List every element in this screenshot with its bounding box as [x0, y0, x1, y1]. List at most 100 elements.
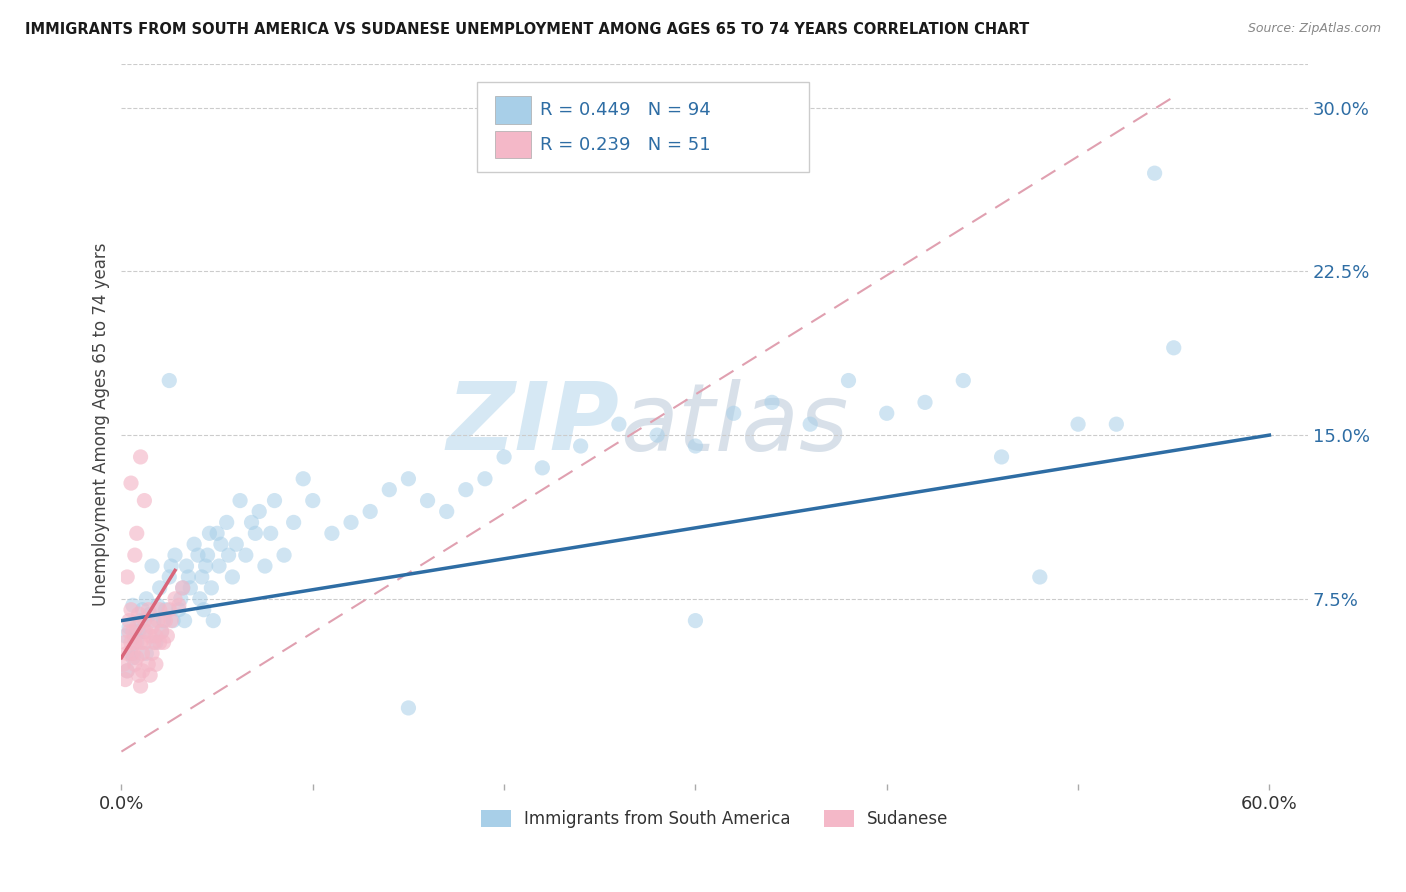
- Point: [155, 614, 177, 628]
- Point: [396, 701, 419, 715]
- Point: [129, 679, 152, 693]
- Point: [205, 526, 228, 541]
- Point: [128, 607, 150, 621]
- Point: [124, 657, 146, 672]
- Point: [146, 614, 169, 628]
- Point: [157, 570, 180, 584]
- Point: [155, 603, 177, 617]
- Point: [1143, 166, 1166, 180]
- Point: [876, 406, 898, 420]
- Point: [120, 603, 142, 617]
- Point: [136, 603, 159, 617]
- Point: [569, 439, 592, 453]
- Point: [952, 374, 974, 388]
- Point: [150, 624, 173, 639]
- Point: [152, 635, 174, 649]
- Text: Source: ZipAtlas.com: Source: ZipAtlas.com: [1247, 22, 1381, 36]
- Point: [112, 657, 135, 672]
- Legend: Immigrants from South America, Sudanese: Immigrants from South America, Sudanese: [474, 803, 955, 835]
- Point: [176, 559, 198, 574]
- Point: [163, 548, 186, 562]
- Point: [378, 483, 401, 497]
- Point: [135, 624, 157, 639]
- Point: [183, 537, 205, 551]
- Point: [115, 664, 138, 678]
- Point: [1163, 341, 1185, 355]
- Point: [131, 603, 153, 617]
- Point: [723, 406, 745, 420]
- Point: [124, 629, 146, 643]
- Point: [247, 504, 270, 518]
- Point: [167, 599, 190, 613]
- Point: [114, 629, 136, 643]
- Point: [129, 635, 152, 649]
- Point: [150, 624, 173, 639]
- Point: [167, 603, 190, 617]
- Point: [260, 526, 283, 541]
- Point: [152, 614, 174, 628]
- Point: [273, 548, 295, 562]
- Point: [128, 668, 150, 682]
- Point: [685, 614, 707, 628]
- Point: [990, 450, 1012, 464]
- Point: [135, 591, 157, 606]
- Point: [139, 607, 162, 621]
- Point: [129, 614, 152, 628]
- Point: [340, 516, 363, 530]
- Point: [292, 472, 315, 486]
- Point: [122, 646, 145, 660]
- Point: [136, 657, 159, 672]
- Point: [645, 428, 668, 442]
- Point: [1029, 570, 1052, 584]
- Point: [194, 559, 217, 574]
- Point: [163, 591, 186, 606]
- Point: [125, 635, 148, 649]
- Point: [761, 395, 783, 409]
- Point: [115, 646, 138, 660]
- Point: [156, 629, 179, 643]
- Point: [799, 417, 821, 432]
- Point: [170, 591, 193, 606]
- Point: [179, 581, 201, 595]
- Point: [120, 646, 142, 660]
- Text: IMMIGRANTS FROM SOUTH AMERICA VS SUDANESE UNEMPLOYMENT AMONG AGES 65 TO 74 YEARS: IMMIGRANTS FROM SOUTH AMERICA VS SUDANES…: [25, 22, 1029, 37]
- Point: [218, 548, 240, 562]
- Point: [120, 476, 142, 491]
- Point: [494, 450, 516, 464]
- Point: [208, 559, 231, 574]
- Point: [141, 620, 163, 634]
- Point: [454, 483, 477, 497]
- Point: [122, 624, 145, 639]
- Point: [149, 635, 172, 649]
- Point: [131, 646, 153, 660]
- FancyBboxPatch shape: [495, 96, 530, 124]
- Point: [200, 581, 222, 595]
- Point: [149, 581, 172, 595]
- Point: [436, 504, 458, 518]
- Point: [321, 526, 343, 541]
- Point: [143, 614, 166, 628]
- Point: [134, 614, 156, 628]
- Point: [359, 504, 381, 518]
- Point: [143, 635, 166, 649]
- Point: [229, 493, 252, 508]
- Point: [141, 646, 163, 660]
- Point: [685, 439, 707, 453]
- Point: [198, 526, 221, 541]
- Point: [177, 570, 200, 584]
- Point: [215, 516, 238, 530]
- Point: [124, 548, 146, 562]
- Point: [225, 537, 247, 551]
- Point: [139, 668, 162, 682]
- Point: [235, 548, 257, 562]
- Point: [125, 650, 148, 665]
- Point: [1067, 417, 1090, 432]
- FancyBboxPatch shape: [495, 131, 530, 159]
- Point: [209, 537, 232, 551]
- Point: [128, 624, 150, 639]
- Point: [134, 624, 156, 639]
- Point: [162, 614, 184, 628]
- Point: [120, 635, 142, 649]
- Point: [134, 635, 156, 649]
- Point: [173, 614, 195, 628]
